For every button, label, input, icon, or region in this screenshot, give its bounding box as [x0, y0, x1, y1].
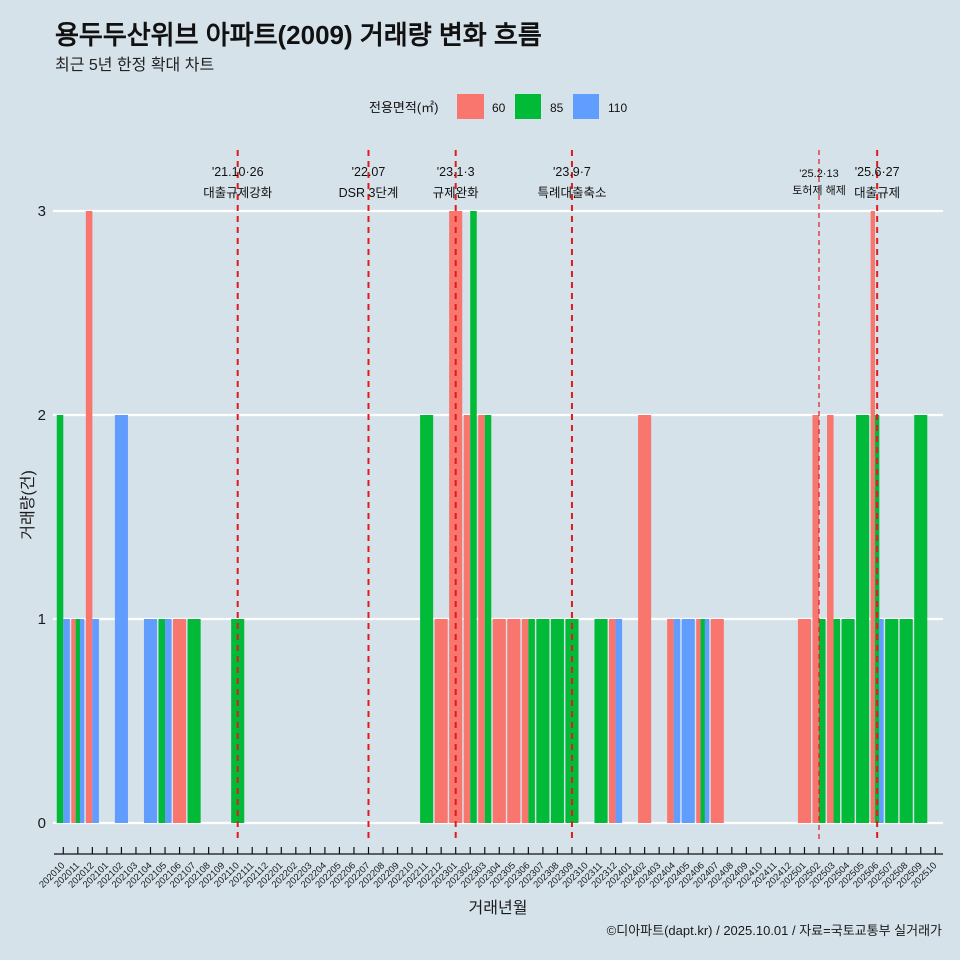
event-annotations: '21.10·26 대출규제강화 '22.07 DSR 3단계 '23.1·3 규제완화 '… [203, 150, 900, 842]
caption: ©디아파트(dapt.kr) / 2025.10.01 / 자료=국토교통부 실… [607, 923, 942, 938]
bar-202406-60 [696, 619, 701, 823]
chart-subtitle: 최근 5년 한정 확대 차트 [55, 56, 214, 74]
bars [56, 211, 928, 823]
event-label: 토허제 해제 [792, 183, 846, 197]
bar-202405-110 [681, 619, 695, 823]
y-tick-label: 3 [38, 203, 46, 220]
bar-202502-60 [812, 415, 820, 823]
bar-202406-110 [704, 619, 710, 823]
event-date: '21.10·26 [212, 165, 264, 179]
bar-202106-60 [173, 619, 187, 823]
bar-202506-85 [874, 415, 880, 823]
legend-label-110: 110 [608, 101, 627, 115]
bar-202402-60 [638, 415, 652, 823]
bar-202312-110 [615, 619, 623, 823]
bar-202011-110 [80, 619, 85, 823]
bar-202407-60 [710, 619, 724, 823]
legend-label-60: 60 [492, 101, 506, 115]
x-axis-title: 거래년월 [469, 899, 528, 917]
event-date: '22.07 [352, 165, 386, 179]
bar-202212-60 [434, 619, 448, 823]
bar-202501-60 [797, 619, 812, 823]
bar-202306-60 [521, 619, 529, 823]
bar-202304-60 [492, 619, 506, 823]
bar-202012-110 [92, 619, 99, 823]
event-label: 특례대출축소 [537, 186, 606, 200]
bar-202312-60 [609, 619, 616, 823]
bar-202309-85 [565, 619, 579, 823]
bar-202507-85 [885, 619, 899, 823]
bar-202105-110 [165, 619, 172, 823]
bar-202308-85 [550, 619, 564, 823]
y-axis: 0 1 2 3 [38, 203, 46, 832]
bar-202011-85 [75, 619, 81, 823]
legend-title: 전용면적(㎡) [369, 100, 439, 115]
bar-202503-60 [827, 415, 834, 823]
bar-202010-110 [63, 619, 70, 823]
bar-202110-85 [231, 619, 245, 823]
bar-202404-110 [673, 619, 681, 823]
event-date: '23.9·7 [553, 165, 591, 179]
bar-202104-110 [143, 619, 158, 823]
bar-202303-60 [478, 415, 485, 823]
y-tick-label: 1 [38, 611, 46, 628]
bar-202406-85 [700, 619, 705, 823]
bar-202302-85 [470, 211, 477, 823]
legend-swatch-110 [573, 94, 599, 119]
event-label: DSR 3단계 [339, 186, 399, 200]
bar-202404-60 [667, 619, 674, 823]
legend: 전용면적(㎡) 60 85 110 [369, 94, 627, 119]
bar-202011-60 [71, 619, 76, 823]
bar-202107-85 [187, 619, 201, 823]
x-axis: 2020102020112020122021012021022021032021… [37, 847, 943, 891]
legend-label-85: 85 [550, 101, 564, 115]
bar-202105-85 [158, 619, 166, 823]
bar-202307-85 [536, 619, 550, 823]
bar-202306-85 [528, 619, 535, 823]
bar-202303-85 [484, 415, 492, 823]
event-label: 대출규제강화 [203, 186, 273, 200]
event-label: 규제완화 [433, 186, 480, 200]
bar-202012-60 [85, 211, 93, 823]
bar-202211-85 [420, 415, 434, 823]
bar-202305-60 [507, 619, 521, 823]
bar-202311-85 [594, 619, 608, 823]
legend-swatch-85 [515, 94, 541, 119]
event-date: '25.6·27 [855, 165, 900, 179]
bar-202102-110 [114, 415, 128, 823]
bar-202506-60 [870, 211, 875, 823]
event-date: '23.1·3 [437, 165, 475, 179]
event-label: 대출규제 [854, 186, 900, 200]
bar-202502-85 [819, 619, 826, 823]
y-tick-label: 2 [38, 407, 46, 424]
bar-202302-60 [463, 415, 471, 823]
event-date: '25.2·13 [799, 168, 838, 180]
bar-202505-85 [856, 415, 870, 823]
y-tick-label: 0 [38, 815, 46, 832]
y-axis-title: 거래량(건) [19, 470, 37, 540]
bar-202508-85 [899, 619, 913, 823]
bar-202506-110 [879, 619, 884, 823]
bar-202503-85 [833, 619, 841, 823]
bar-202509-85 [914, 415, 928, 823]
bar-202504-85 [841, 619, 855, 823]
legend-swatch-60 [457, 94, 484, 119]
chart-title: 용두두산위브 아파트(2009) 거래량 변화 흐름 [55, 20, 542, 50]
bar-202010-85 [56, 415, 64, 823]
